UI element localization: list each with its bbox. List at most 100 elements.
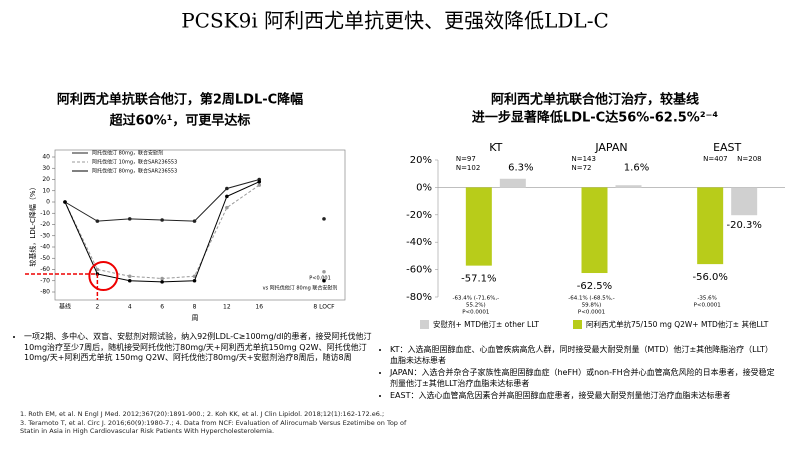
point <box>127 274 132 279</box>
point <box>95 267 100 272</box>
point <box>160 280 164 284</box>
y-tick-label: -60 <box>40 266 50 273</box>
point <box>322 217 326 221</box>
note: JAPAN：入选合并杂合子家族性高胆固醇血症（heFH）或non-FH合并心血管… <box>390 368 778 389</box>
right-notes: KT：入选高胆固醇血症、心血管疾病高危人群，同时接受最大耐受剂量（MTD）他汀±… <box>378 345 778 404</box>
reference: Statin in Asia in High Cardiovascular Ri… <box>20 427 275 435</box>
diff-label: P<0.0001 <box>462 310 489 316</box>
y-tick-label: 0% <box>416 182 432 193</box>
y-tick-label: -30 <box>40 232 50 239</box>
bar <box>465 187 492 266</box>
x-tick-label: 4 <box>128 304 132 311</box>
diff-label: -63.4% (-71.6%,- <box>453 296 500 302</box>
series-line <box>64 179 260 222</box>
chart-title: 阿利西尤单抗联合他汀治疗，较基线 <box>491 92 699 108</box>
bar <box>697 187 724 265</box>
legend-label: 阿托伐他汀 10mg，联合SAR236553 <box>92 159 177 166</box>
point <box>127 278 132 283</box>
y-axis-label: 较基线，LDL-C降幅（%） <box>28 183 37 266</box>
y-tick-label: 40 <box>42 154 50 161</box>
chart-title: 进一步显著降低LDL-C达56%-62.5%²⁻⁴ <box>472 110 718 126</box>
point <box>225 186 229 191</box>
x-tick-label: 6 <box>160 304 164 311</box>
y-tick-label: 0 <box>46 199 50 206</box>
category-label: JAPAN <box>594 141 627 154</box>
diff-label: P<0.0001 <box>578 310 605 316</box>
note: EAST：入选心血管高危因素合并高胆固醇血症患者，接受最大耐受剂量他汀治疗血脂未… <box>390 391 778 402</box>
bar <box>731 187 758 216</box>
x-axis-label: 周 <box>192 314 199 322</box>
point <box>192 278 197 283</box>
legend-swatch <box>420 320 429 329</box>
bar <box>615 185 642 188</box>
bar <box>581 187 608 274</box>
point <box>63 200 67 204</box>
value-label: -57.1% <box>461 274 496 285</box>
n-label: N=208 <box>737 155 761 163</box>
point <box>160 218 164 222</box>
value-label: -56.0% <box>692 272 727 283</box>
note: 一项2期、多中心、双盲、安慰剂对照试验，纳入92例LDL-C≥100mg/dl的… <box>24 332 372 364</box>
point <box>127 217 132 221</box>
x-tick-label: 12 <box>223 304 231 311</box>
annotation: vs 阿托伐他汀 80mg 联合安慰剂 <box>263 285 338 292</box>
diff-label: -35.6% <box>697 296 716 302</box>
point <box>160 276 164 281</box>
y-tick-label: -10 <box>40 210 50 217</box>
legend-swatch <box>573 320 582 329</box>
diff-label: -64.1% (-68.5%,- <box>568 296 615 302</box>
y-tick-label: -80% <box>406 292 432 303</box>
reference: 3. Teramoto T, et al. Circ J. 2016;60(9)… <box>20 418 407 427</box>
n-label: N=72 <box>572 164 592 172</box>
y-tick-label: 10 <box>42 187 50 194</box>
point <box>257 179 262 184</box>
y-tick-label: 30 <box>42 165 50 172</box>
annotation: P<0.001 <box>309 276 331 282</box>
highlight-circle <box>88 261 119 291</box>
x-tick-label: 8 <box>193 304 197 311</box>
chart-title: 阿利西尤单抗联合他汀，第2周LDL-C降幅 <box>57 92 303 108</box>
note: KT：入选高胆固醇血症、心血管疾病高危人群，同时接受最大耐受剂量（MTD）他汀±… <box>390 345 778 366</box>
left-notes: 一项2期、多中心、双盲、安慰剂对照试验，纳入92例LDL-C≥100mg/dl的… <box>12 332 372 366</box>
diff-label: 55.2%) <box>466 303 486 309</box>
slide-title: PCSK9i 阿利西尤单抗更快、更强效降低LDL-C <box>181 9 609 33</box>
x-tick-label: 16 <box>255 304 263 311</box>
y-tick-label: 20% <box>410 155 432 166</box>
reference: 1. Roth EM, et al. N Engl J Med. 2012;36… <box>20 410 385 418</box>
y-tick-label: -50 <box>40 255 50 262</box>
point <box>225 205 229 210</box>
value-label: 6.3% <box>508 162 533 173</box>
legend-label: 阿利西尤单抗75/150 mg Q2W+ MTD他汀± 其他LLT <box>586 319 769 329</box>
n-label: N=143 <box>572 155 596 163</box>
legend-label: 阿托伐他汀 80mg，联合安慰剂 <box>92 150 163 157</box>
series-line <box>64 181 260 283</box>
n-label: N=97 <box>456 155 476 163</box>
references: 1. Roth EM, et al. N Engl J Med. 2012;36… <box>20 410 450 436</box>
legend-label: 安慰剂+ MTD他汀± other LLT <box>433 319 539 329</box>
chart-title: 超过60%¹，可更早达标 <box>110 113 251 129</box>
y-tick-label: -60% <box>406 265 432 276</box>
category-label: EAST <box>713 141 741 154</box>
y-tick-label: -20 <box>40 221 50 228</box>
point <box>225 194 229 199</box>
diff-label: P<0.0001 <box>694 303 721 309</box>
y-tick-label: -40 <box>40 244 50 251</box>
y-tick-label: -80 <box>40 289 50 296</box>
x-tick-label: 2 <box>95 304 99 311</box>
y-tick-label: 20 <box>42 176 50 183</box>
value-label: 1.6% <box>624 162 649 173</box>
point <box>322 278 326 283</box>
value-label: -20.3% <box>726 220 761 231</box>
legend-label: 阿托伐他汀 80mg，联合SAR236553 <box>92 168 177 175</box>
point <box>322 269 326 274</box>
n-label: N=102 <box>456 164 480 172</box>
point <box>257 183 262 187</box>
x-tick-label: 8 LOCF <box>313 304 335 311</box>
point <box>95 219 100 223</box>
value-label: -62.5% <box>577 281 612 292</box>
plot-frame <box>54 149 346 301</box>
y-tick-label: -40% <box>406 237 432 248</box>
point <box>192 219 197 223</box>
